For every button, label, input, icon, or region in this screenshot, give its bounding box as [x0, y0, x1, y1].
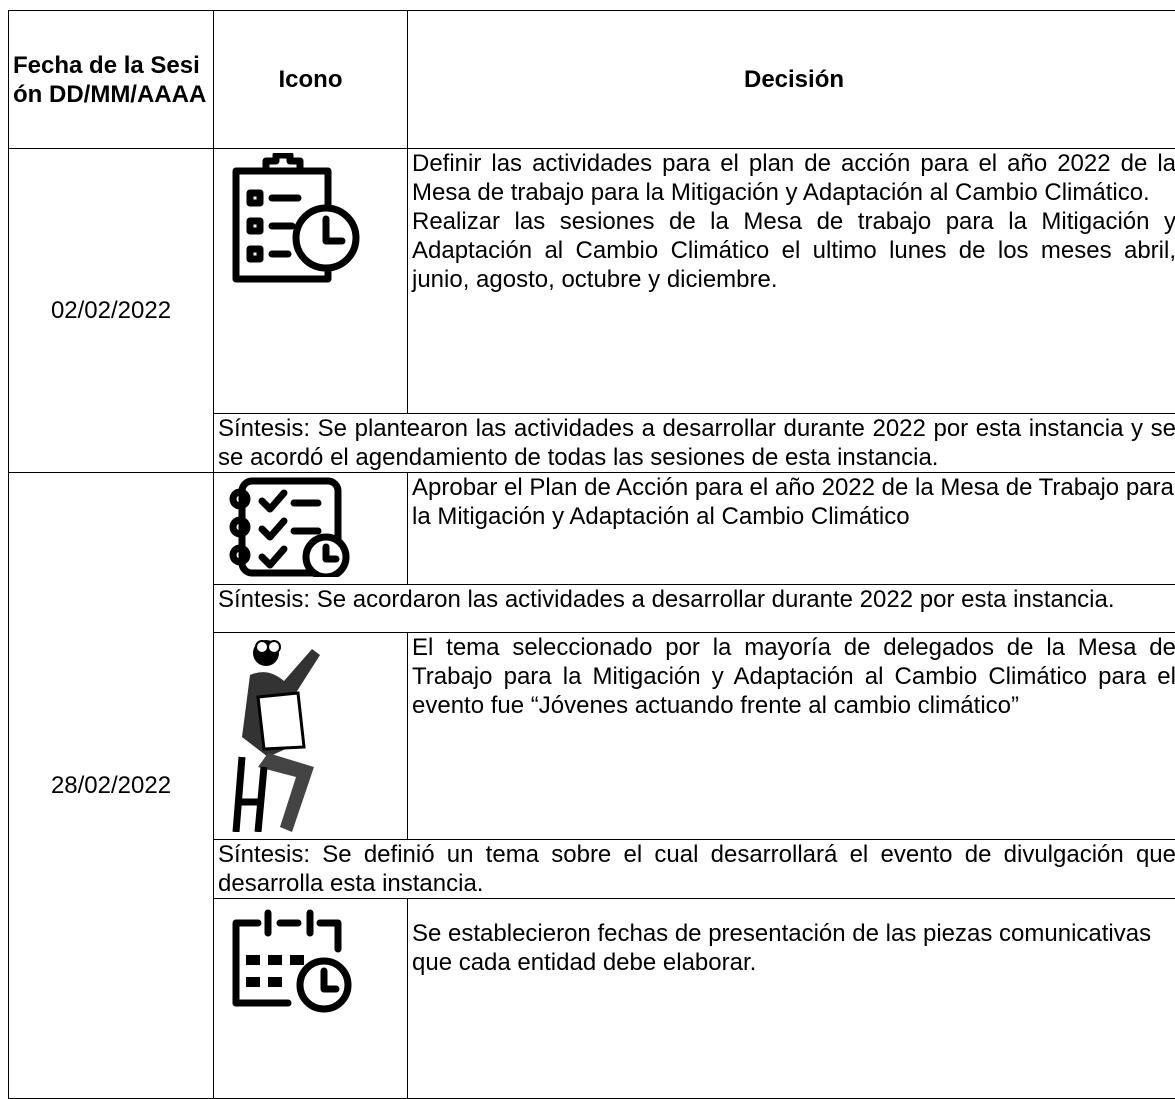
- icon-cell: [214, 473, 408, 585]
- icon-cell: [214, 633, 408, 840]
- header-row: Fecha de la Sesión DD/MM/AAAA Icono Deci…: [9, 11, 1175, 149]
- icon: [228, 637, 407, 839]
- decision-cell: Se establecieron fechas de presentación …: [408, 899, 1175, 1099]
- date-cell: 28/02/2022: [9, 473, 214, 1099]
- page: {"header": ["Fecha de la Sesión DD/MM/AA…: [0, 0, 1175, 1053]
- icon: [228, 153, 407, 290]
- date-cell: 02/02/2022: [9, 149, 214, 473]
- table-body: Fecha de la Sesión DD/MM/AAAA Icono Deci…: [9, 11, 1175, 1099]
- icon-cell: [214, 899, 408, 1099]
- header-cell: Fecha de la Sesión DD/MM/AAAA: [9, 11, 214, 149]
- synthesis-cell: Síntesis: Se plantearon las actividades …: [214, 414, 1175, 473]
- decision-cell: Definir las actividades para el plan de …: [408, 149, 1175, 414]
- header-cell: Icono: [214, 11, 408, 149]
- decision-text: Aprobar el Plan de Acción para el año 20…: [412, 473, 1175, 502]
- synthesis-cell: Síntesis: Se acordaron las actividades a…: [214, 585, 1175, 633]
- document: Fecha de la Sesión DD/MM/AAAA Icono Deci…: [8, 10, 1175, 1099]
- decision-text: Definir las actividades para el plan de …: [412, 149, 1175, 207]
- decision-cell: El tema seleccionado por la mayoría de d…: [408, 633, 1175, 840]
- icon-cell: [214, 149, 408, 414]
- decision-text: Realizar las sesiones de la Mesa de trab…: [412, 207, 1175, 294]
- decision-text: la Mitigación y Adaptación al Cambio Cli…: [412, 502, 1175, 531]
- decision-text: Se establecieron fechas de presentación …: [412, 919, 1175, 977]
- icon: [228, 903, 407, 1020]
- decision-table: Fecha de la Sesión DD/MM/AAAA Icono Deci…: [8, 10, 1175, 1099]
- icon: [228, 477, 407, 584]
- decision-cell: Aprobar el Plan de Acción para el año 20…: [408, 473, 1175, 585]
- synthesis-cell: Síntesis: Se definió un tema sobre el cu…: [214, 840, 1175, 899]
- header-cell: Decisión: [408, 11, 1175, 149]
- decision-text: El tema seleccionado por la mayoría de d…: [412, 633, 1175, 720]
